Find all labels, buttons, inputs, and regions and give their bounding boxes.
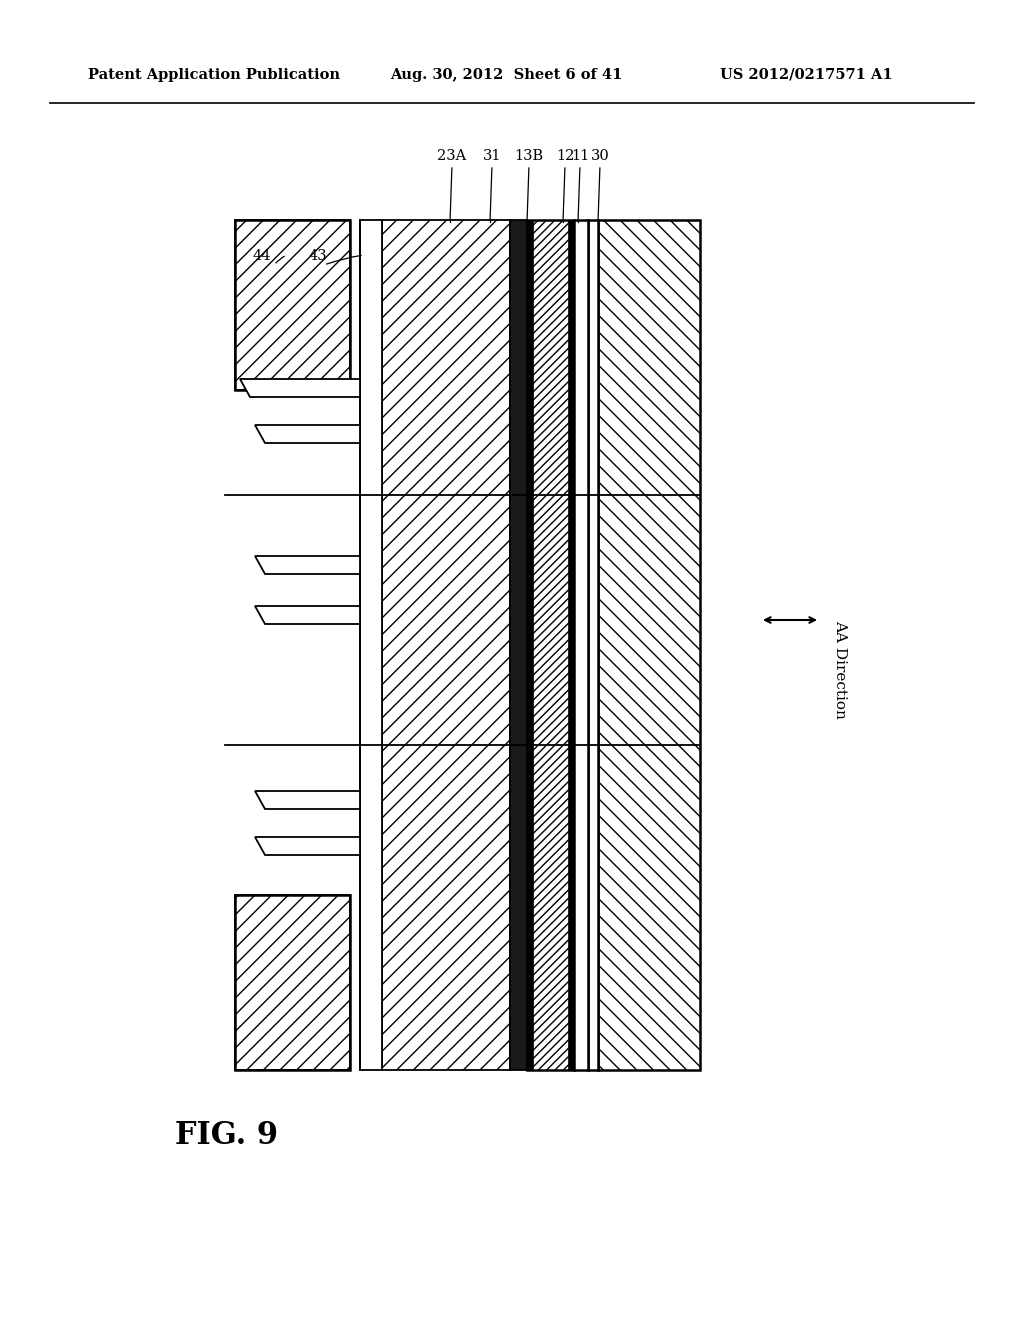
Bar [234, 220, 350, 389]
Bar [598, 220, 700, 1071]
Text: FIG. 9: FIG. 9 [175, 1119, 278, 1151]
Text: 23A: 23A [437, 149, 467, 162]
Text: 31: 31 [482, 149, 502, 162]
Polygon shape [255, 837, 360, 855]
Bar [527, 220, 574, 1071]
Bar [360, 220, 382, 1071]
Text: Aug. 30, 2012  Sheet 6 of 41: Aug. 30, 2012 Sheet 6 of 41 [390, 69, 623, 82]
Text: 12: 12 [556, 149, 574, 162]
Bar [234, 220, 350, 389]
Polygon shape [240, 379, 360, 397]
Text: AA Direction: AA Direction [833, 620, 847, 719]
Text: 43: 43 [308, 249, 328, 263]
Bar [588, 220, 598, 1071]
Polygon shape [255, 425, 360, 444]
Text: 44: 44 [253, 249, 271, 263]
Text: 13B: 13B [514, 149, 544, 162]
Bar [510, 220, 527, 1071]
Bar [574, 220, 588, 1071]
Bar [568, 220, 574, 1071]
Polygon shape [255, 606, 360, 624]
Text: 11: 11 [570, 149, 589, 162]
Bar [234, 895, 350, 1071]
Polygon shape [255, 791, 360, 809]
Bar [234, 895, 350, 1071]
Text: Patent Application Publication: Patent Application Publication [88, 69, 340, 82]
Polygon shape [255, 556, 360, 574]
Bar [382, 220, 510, 1071]
Text: 30: 30 [591, 149, 609, 162]
Text: US 2012/0217571 A1: US 2012/0217571 A1 [720, 69, 893, 82]
Bar [527, 220, 534, 1071]
